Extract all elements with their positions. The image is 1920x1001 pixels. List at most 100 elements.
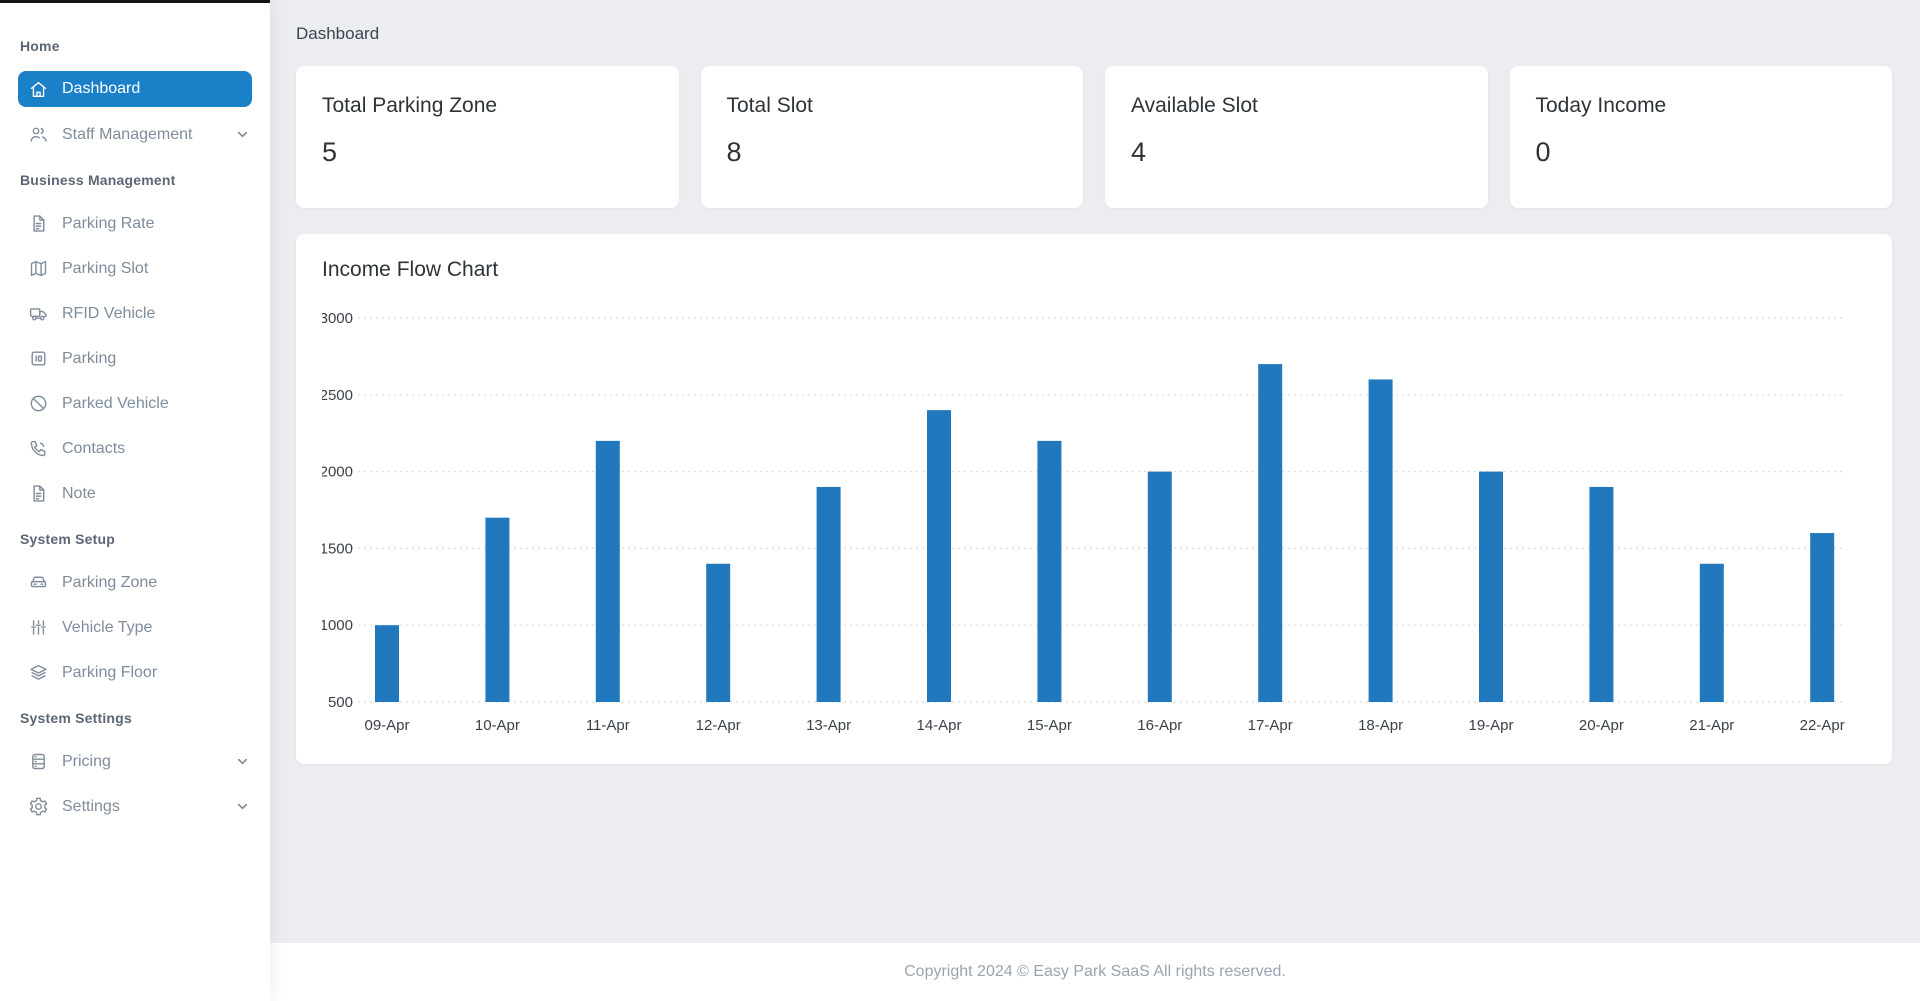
nav-section-system-setup: System Setup <box>20 531 115 547</box>
stat-card-value: 0 <box>1535 137 1551 167</box>
x-tick-label: 09-Apr <box>364 717 409 734</box>
stat-cards-row: Total Parking Zone 5 Total Slot 8 Availa… <box>296 66 1892 208</box>
sidebar-item-label: RFID Vehicle <box>62 304 156 322</box>
sidebar-item-dashboard[interactable]: Dashboard <box>18 71 252 107</box>
x-tick-label: 14-Apr <box>916 717 961 734</box>
footer-copyright: Copyright 2024 © Easy Park SaaS All righ… <box>904 963 1286 980</box>
note-icon <box>28 483 49 504</box>
sidebar-item-contacts[interactable]: Contacts <box>0 426 270 471</box>
y-tick-label: 2000 <box>322 464 353 481</box>
x-tick-label: 15-Apr <box>1027 717 1072 734</box>
stat-card-label: Available Slot <box>1131 94 1258 117</box>
sidebar-item-label: Parked Vehicle <box>62 394 169 412</box>
bar-20-Apr[interactable] <box>1589 486 1614 702</box>
chevron-down-icon <box>235 754 250 769</box>
chevron-down-icon <box>235 799 250 814</box>
x-tick-label: 11-Apr <box>586 717 630 734</box>
x-tick-label: 19-Apr <box>1468 717 1513 734</box>
sidebar-item-note[interactable]: Note <box>0 471 270 516</box>
stat-card-available-slot: Available Slot 4 <box>1105 66 1488 208</box>
bar-11-Apr[interactable] <box>595 440 620 702</box>
bar-17-Apr[interactable] <box>1258 364 1283 702</box>
bar-14-Apr[interactable] <box>927 410 951 702</box>
x-tick-label: 20-Apr <box>1579 717 1624 734</box>
sidebar-top-line <box>0 0 270 3</box>
bar-16-Apr[interactable] <box>1147 471 1172 702</box>
nav-section-home: Home <box>20 38 60 54</box>
x-tick-label: 21-Apr <box>1689 717 1734 734</box>
sidebar-item-label: Vehicle Type <box>62 618 153 636</box>
y-tick-label: 1000 <box>322 617 353 634</box>
bar-10-Apr[interactable] <box>485 517 510 702</box>
nav-section-system-settings: System Settings <box>20 710 132 726</box>
stat-card-value: 5 <box>322 137 338 167</box>
sidebar-item-parking-floor[interactable]: Parking Floor <box>0 650 270 695</box>
sidebar-item-label: Staff Management <box>62 125 193 143</box>
x-tick-label: 22-Apr <box>1800 717 1845 734</box>
sidebar-item-label: Dashboard <box>62 80 141 97</box>
sidebar-nav: Home Dashboard Staff Management Business… <box>0 3 270 829</box>
bar-12-Apr[interactable] <box>706 563 731 702</box>
sidebar-item-parked-vehicle[interactable]: Parked Vehicle <box>0 381 270 426</box>
sidebar-item-settings[interactable]: Settings <box>0 784 270 829</box>
page-title: Dashboard <box>296 24 380 43</box>
bar-15-Apr[interactable] <box>1037 440 1062 702</box>
phone-icon <box>28 438 49 459</box>
file-text-icon <box>28 213 49 234</box>
chart-title: Income Flow Chart <box>322 258 499 281</box>
bar-09-Apr[interactable] <box>375 625 399 702</box>
sidebar-item-label: Settings <box>62 797 120 815</box>
sidebar-item-label: Contacts <box>62 439 126 457</box>
sidebar-item-label: Pricing <box>62 752 111 770</box>
x-tick-label: 12-Apr <box>696 717 741 734</box>
y-tick-label: 2500 <box>322 387 353 404</box>
car-icon <box>28 572 49 593</box>
stat-card-value: 4 <box>1131 137 1147 167</box>
x-tick-label: 17-Apr <box>1248 717 1293 734</box>
sidebar-item-label: Parking Slot <box>62 259 149 277</box>
map-icon <box>28 258 49 279</box>
layers-icon <box>28 662 49 683</box>
stat-card-value: 8 <box>726 137 742 167</box>
chevron-down-icon <box>235 127 250 142</box>
sidebar-item-vehicle-type[interactable]: Vehicle Type <box>0 605 270 650</box>
sidebar-item-parking-slot[interactable]: Parking Slot <box>0 246 270 291</box>
stat-card-total-parking-zone: Total Parking Zone 5 <box>296 66 679 208</box>
bar-13-Apr[interactable] <box>816 486 841 702</box>
bar-21-Apr[interactable] <box>1699 563 1724 702</box>
bar-22-Apr[interactable] <box>1810 533 1835 702</box>
y-tick-label: 500 <box>328 694 353 711</box>
bar-19-Apr[interactable] <box>1479 471 1503 702</box>
sidebar-item-parking-zone[interactable]: Parking Zone <box>0 560 270 605</box>
bar-18-Apr[interactable] <box>1368 379 1393 702</box>
main-content: Dashboard Total Parking Zone 5 Total Slo… <box>270 0 1920 1001</box>
sidebar-item-label: Parking Rate <box>62 214 155 232</box>
sidebar-item-parking-rate[interactable]: Parking Rate <box>0 201 270 246</box>
users-icon <box>28 124 49 145</box>
stat-card-today-income: Today Income 0 <box>1509 66 1892 208</box>
stat-card-label: Total Parking Zone <box>322 94 498 117</box>
x-tick-label: 10-Apr <box>475 717 520 734</box>
sidebar-item-rfid-vehicle[interactable]: RFID Vehicle <box>0 291 270 336</box>
sidebar: Home Dashboard Staff Management Business… <box>0 0 270 1001</box>
sidebar-item-label: Parking Floor <box>62 663 158 681</box>
sidebar-item-parking[interactable]: Parking <box>0 336 270 381</box>
sidebar-item-pricing[interactable]: Pricing <box>0 739 270 784</box>
sidebar-item-staff-management[interactable]: Staff Management <box>0 112 270 157</box>
x-tick-label: 18-Apr <box>1358 717 1403 734</box>
gear-icon <box>28 796 49 817</box>
sidebar-item-label: Note <box>62 484 96 502</box>
stat-card-label: Total Slot <box>726 94 813 117</box>
parking-meter-icon <box>28 348 49 369</box>
sidebar-item-label: Parking <box>62 349 117 367</box>
nav-section-business-management: Business Management <box>20 172 176 188</box>
truck-icon <box>28 303 49 324</box>
x-tick-label: 16-Apr <box>1137 717 1182 734</box>
y-tick-label: 3000 <box>322 310 353 327</box>
stat-card-label: Today Income <box>1535 94 1667 117</box>
home-icon <box>28 79 49 100</box>
database-icon <box>28 751 49 772</box>
x-tick-label: 13-Apr <box>806 717 851 734</box>
footer: Copyright 2024 © Easy Park SaaS All righ… <box>270 943 1920 1001</box>
